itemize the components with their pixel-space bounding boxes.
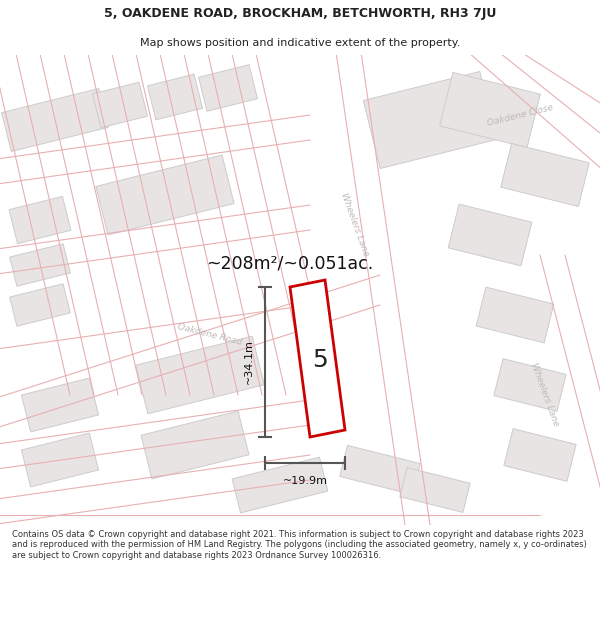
Bar [96, 155, 234, 235]
Text: ~208m²/~0.051ac.: ~208m²/~0.051ac. [206, 254, 374, 272]
Text: Wheelers Lane: Wheelers Lane [340, 192, 371, 258]
Bar [476, 287, 554, 343]
Text: Map shows position and indicative extent of the property.: Map shows position and indicative extent… [140, 38, 460, 48]
Bar [440, 72, 541, 148]
Bar [92, 82, 148, 127]
Bar [22, 433, 98, 487]
Bar [10, 284, 70, 326]
Bar [400, 468, 470, 512]
Bar [232, 457, 328, 513]
Text: Contains OS data © Crown copyright and database right 2021. This information is : Contains OS data © Crown copyright and d… [12, 530, 587, 560]
Bar [364, 71, 497, 169]
Text: ~34.1m: ~34.1m [244, 339, 254, 384]
Bar [136, 336, 264, 414]
Bar [504, 429, 576, 481]
Bar [22, 378, 98, 432]
Bar [340, 446, 420, 494]
Bar [199, 65, 257, 111]
Text: 5: 5 [312, 348, 328, 372]
Bar [448, 204, 532, 266]
Bar [501, 144, 589, 206]
Text: 5, OAKDENE ROAD, BROCKHAM, BETCHWORTH, RH3 7JU: 5, OAKDENE ROAD, BROCKHAM, BETCHWORTH, R… [104, 8, 496, 20]
Text: Oakdene Road: Oakdene Road [177, 322, 243, 348]
Bar [141, 411, 249, 479]
Text: Wheelers Lane: Wheelers Lane [529, 362, 560, 428]
Bar [10, 244, 70, 286]
Bar [2, 89, 109, 151]
Polygon shape [290, 280, 345, 437]
Bar [494, 359, 566, 411]
Bar [148, 74, 203, 120]
Text: ~19.9m: ~19.9m [283, 476, 328, 486]
Text: Oakdene Close: Oakdene Close [486, 102, 554, 127]
Bar [9, 196, 71, 244]
